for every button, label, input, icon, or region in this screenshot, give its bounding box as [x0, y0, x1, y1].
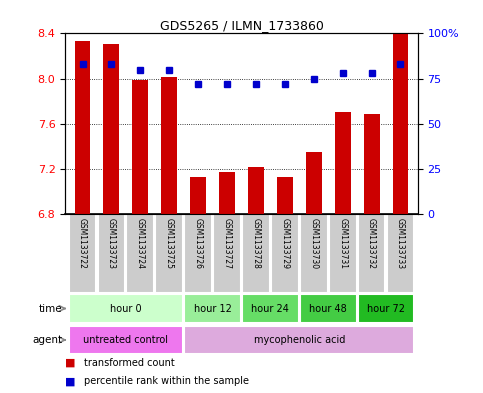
Text: agent: agent	[33, 335, 63, 345]
Text: ■: ■	[65, 358, 76, 367]
Bar	[306, 152, 322, 214]
Bar	[358, 214, 385, 293]
Bar	[242, 214, 270, 293]
Bar	[185, 214, 212, 293]
Text: GSM1133722: GSM1133722	[78, 218, 87, 269]
Bar	[358, 294, 414, 323]
Text: GSM1133723: GSM1133723	[107, 218, 116, 269]
Bar	[329, 214, 356, 293]
Text: GSM1133732: GSM1133732	[367, 218, 376, 269]
Title: GDS5265 / ILMN_1733860: GDS5265 / ILMN_1733860	[159, 19, 324, 32]
Bar	[300, 294, 356, 323]
Bar	[213, 214, 241, 293]
Bar	[98, 214, 125, 293]
Bar	[219, 173, 235, 214]
Bar	[300, 214, 327, 293]
Bar	[132, 80, 148, 214]
Text: hour 0: hour 0	[110, 303, 142, 314]
Text: ■: ■	[65, 376, 76, 386]
Text: transformed count: transformed count	[84, 358, 174, 367]
Bar	[156, 214, 183, 293]
Bar	[335, 112, 351, 214]
Bar	[242, 294, 298, 323]
Bar	[74, 41, 90, 214]
Text: untreated control: untreated control	[84, 335, 169, 345]
Bar	[386, 214, 414, 293]
Text: time: time	[39, 303, 63, 314]
Text: mycophenolic acid: mycophenolic acid	[254, 335, 345, 345]
Text: hour 12: hour 12	[194, 303, 231, 314]
Bar	[393, 33, 409, 214]
Text: GSM1133731: GSM1133731	[338, 218, 347, 269]
Text: hour 72: hour 72	[367, 303, 405, 314]
Bar	[190, 177, 206, 214]
Bar	[69, 294, 183, 323]
Bar	[69, 326, 183, 354]
Text: GSM1133733: GSM1133733	[396, 218, 405, 269]
Bar	[271, 214, 298, 293]
Bar	[185, 326, 414, 354]
Text: GSM1133727: GSM1133727	[223, 218, 231, 269]
Bar	[364, 114, 380, 214]
Text: GSM1133729: GSM1133729	[280, 218, 289, 269]
Text: GSM1133725: GSM1133725	[165, 218, 174, 269]
Bar	[248, 167, 264, 214]
Text: hour 48: hour 48	[309, 303, 347, 314]
Bar	[69, 214, 97, 293]
Text: GSM1133728: GSM1133728	[252, 218, 260, 269]
Text: GSM1133726: GSM1133726	[194, 218, 203, 269]
Bar	[277, 177, 293, 214]
Text: percentile rank within the sample: percentile rank within the sample	[84, 376, 249, 386]
Text: GSM1133724: GSM1133724	[136, 218, 145, 269]
Text: hour 24: hour 24	[252, 303, 289, 314]
Text: GSM1133730: GSM1133730	[309, 218, 318, 269]
Bar	[185, 294, 241, 323]
Bar	[103, 44, 119, 214]
Bar	[127, 214, 154, 293]
Bar	[161, 77, 177, 214]
